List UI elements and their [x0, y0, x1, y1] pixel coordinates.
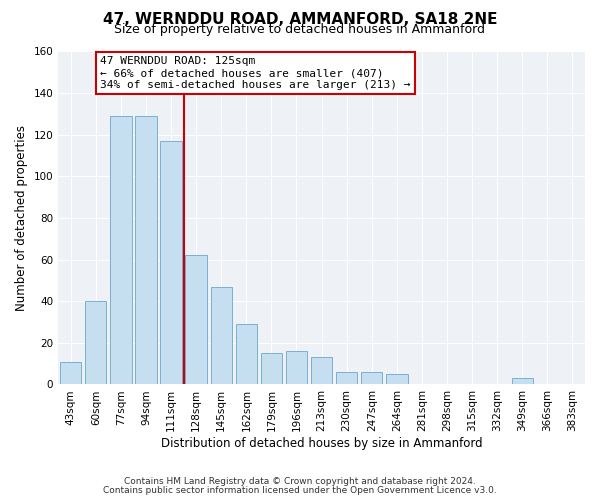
Text: Contains HM Land Registry data © Crown copyright and database right 2024.: Contains HM Land Registry data © Crown c…: [124, 477, 476, 486]
Text: Contains public sector information licensed under the Open Government Licence v3: Contains public sector information licen…: [103, 486, 497, 495]
Bar: [361, 372, 382, 384]
Bar: [386, 374, 407, 384]
Bar: [136, 116, 157, 384]
Y-axis label: Number of detached properties: Number of detached properties: [15, 125, 28, 311]
Bar: [60, 362, 82, 384]
X-axis label: Distribution of detached houses by size in Ammanford: Distribution of detached houses by size …: [161, 437, 482, 450]
Bar: [85, 301, 106, 384]
Text: Size of property relative to detached houses in Ammanford: Size of property relative to detached ho…: [115, 22, 485, 36]
Bar: [185, 256, 207, 384]
Bar: [211, 286, 232, 384]
Text: 47, WERNDDU ROAD, AMMANFORD, SA18 2NE: 47, WERNDDU ROAD, AMMANFORD, SA18 2NE: [103, 12, 497, 28]
Bar: [311, 358, 332, 384]
Bar: [286, 351, 307, 384]
Bar: [110, 116, 131, 384]
Text: 47 WERNDDU ROAD: 125sqm
← 66% of detached houses are smaller (407)
34% of semi-d: 47 WERNDDU ROAD: 125sqm ← 66% of detache…: [100, 56, 411, 90]
Bar: [336, 372, 358, 384]
Bar: [236, 324, 257, 384]
Bar: [261, 353, 282, 384]
Bar: [512, 378, 533, 384]
Bar: [160, 141, 182, 384]
